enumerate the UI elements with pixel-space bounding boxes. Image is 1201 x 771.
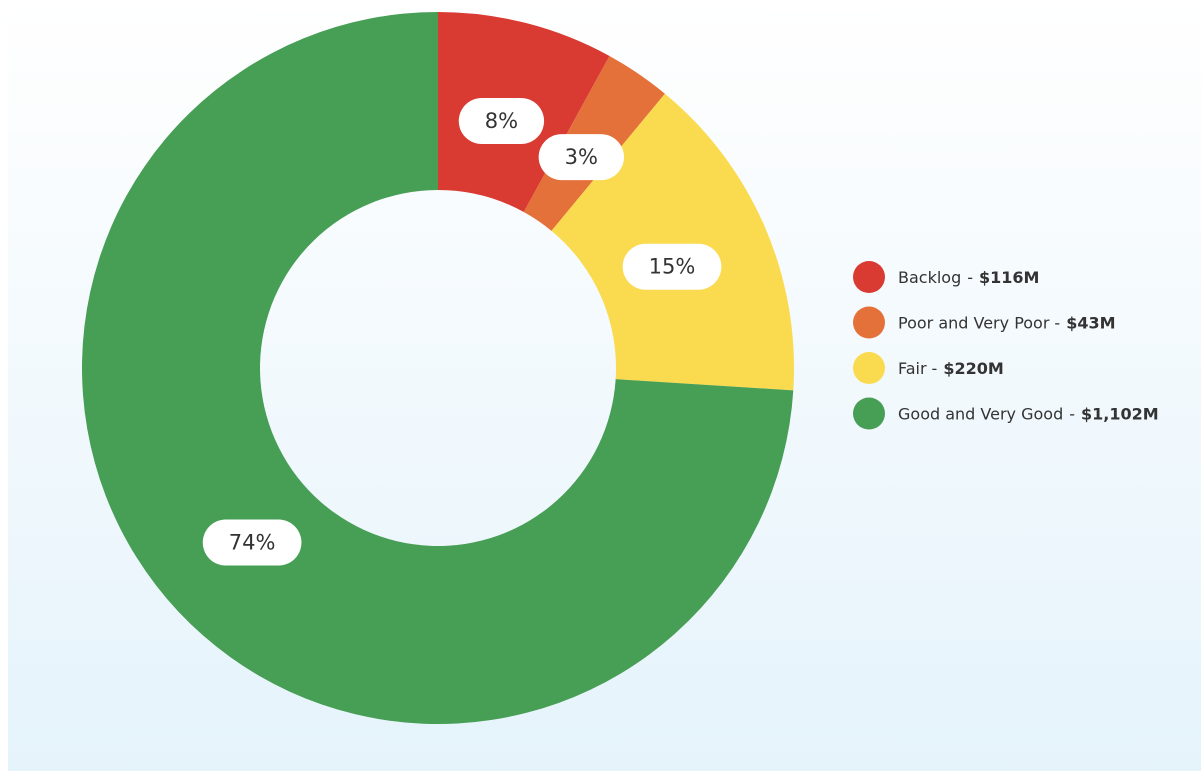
- legend-swatch: [853, 397, 885, 430]
- legend-amount: $43M: [1066, 313, 1115, 332]
- legend-amount: $220M: [943, 359, 1003, 378]
- data-label-text: 3%: [565, 145, 598, 169]
- legend-swatch: [853, 352, 885, 384]
- labels: 8% 3% 15% 74%: [202, 98, 722, 566]
- legend-name: Poor and Very Poor: [898, 313, 1050, 332]
- data-label: 8%: [458, 98, 545, 145]
- data-label-pill: [622, 243, 722, 290]
- legend-amount: $116M: [979, 268, 1039, 287]
- legend-amount: $1,102M: [1081, 404, 1159, 423]
- legend-swatch: [853, 306, 885, 339]
- legend-text: Good and Very Good - $1,102M: [898, 404, 1159, 423]
- data-label-pill: [202, 519, 302, 566]
- legend-separator: -: [1069, 404, 1075, 423]
- data-label-text: 74%: [229, 531, 276, 555]
- legend-text: Poor and Very Poor - $43M: [898, 313, 1116, 332]
- legend-swatch: [853, 261, 885, 293]
- data-label-text: 15%: [649, 255, 696, 279]
- data-label: 74%: [202, 519, 302, 566]
- data-label-pill: [458, 98, 545, 145]
- data-label-text: 8%: [485, 109, 518, 133]
- data-label-pill: [538, 134, 624, 181]
- legend-separator: -: [932, 359, 938, 378]
- legend-name: Fair: [898, 359, 927, 378]
- legend-name: Good and Very Good: [898, 404, 1063, 423]
- legend-separator: -: [967, 268, 973, 287]
- data-label: 15%: [622, 243, 722, 290]
- legend-text: Fair - $220M: [898, 359, 1004, 378]
- legend-separator: -: [1054, 313, 1060, 332]
- data-label: 3%: [538, 134, 624, 181]
- legend-text: Backlog - $116M: [898, 268, 1039, 287]
- legend-name: Backlog: [898, 268, 961, 287]
